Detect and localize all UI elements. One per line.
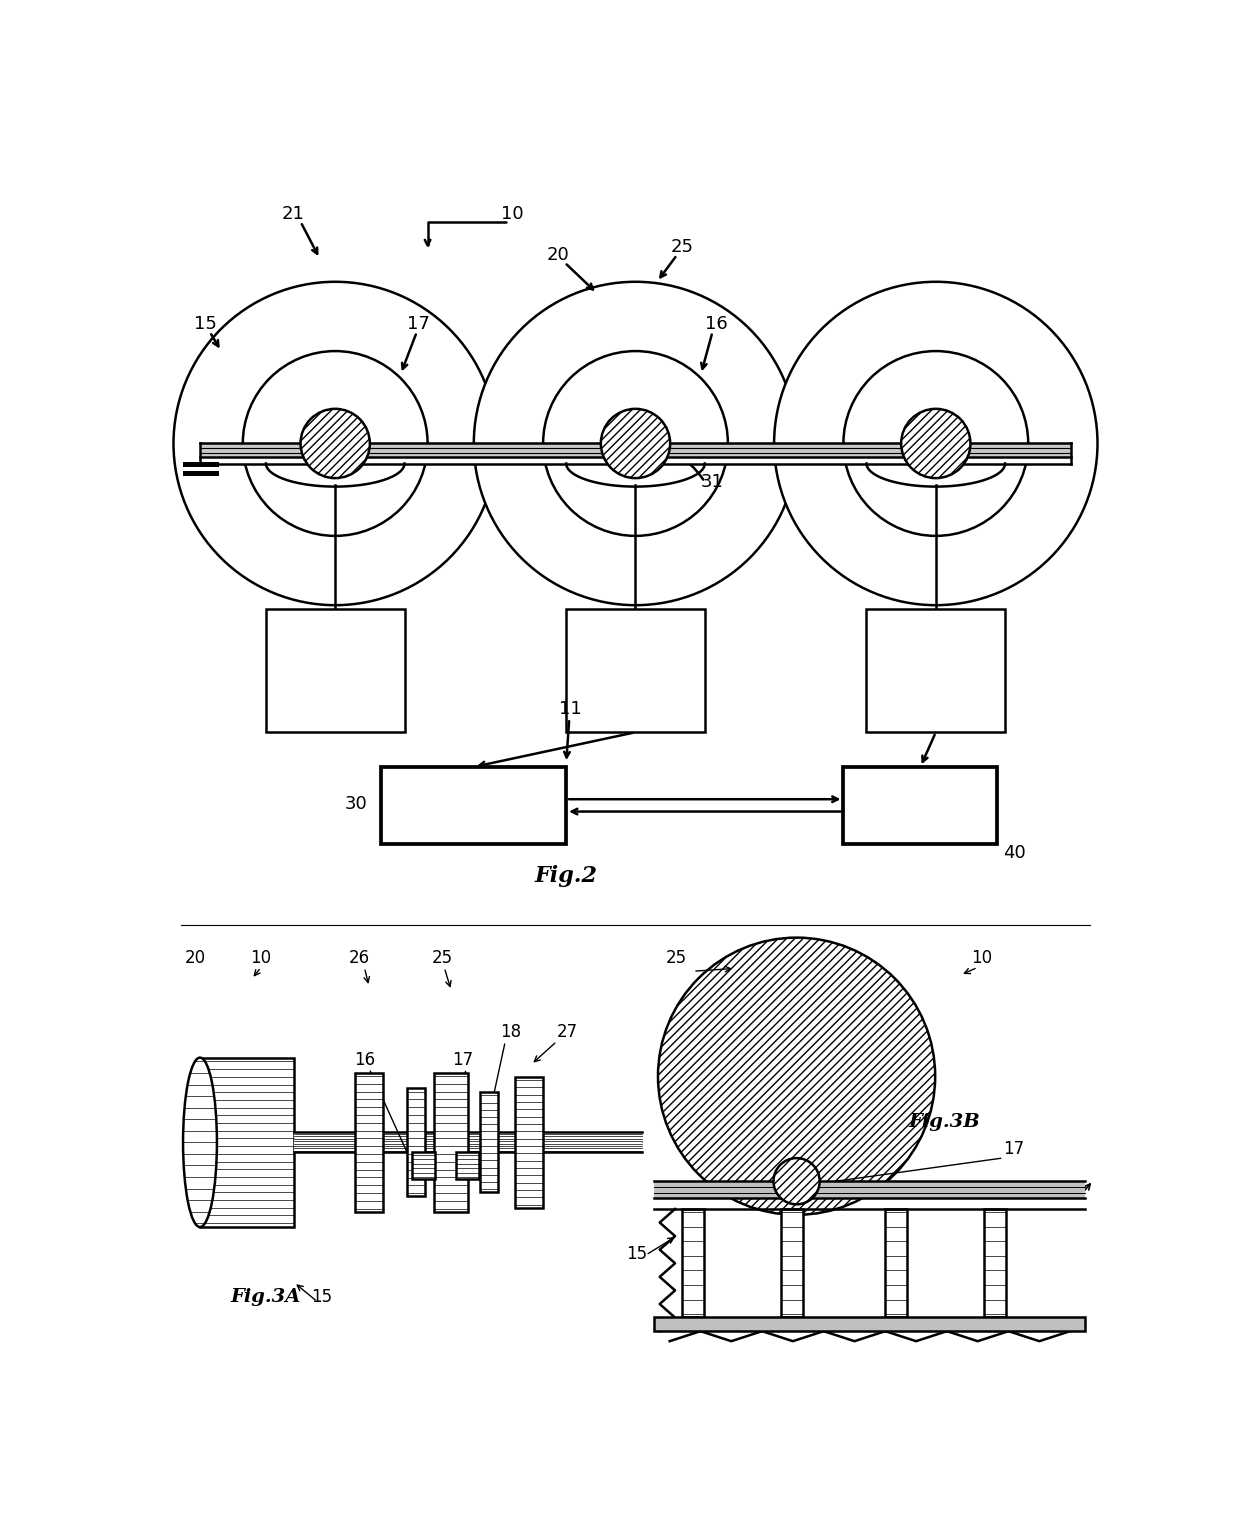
Circle shape bbox=[543, 351, 728, 536]
Text: 10: 10 bbox=[250, 949, 272, 967]
Bar bbox=[412, 1152, 435, 1179]
Bar bbox=[867, 609, 1006, 733]
Circle shape bbox=[843, 351, 1028, 536]
Text: 10: 10 bbox=[971, 949, 992, 967]
Circle shape bbox=[174, 282, 497, 606]
Bar bbox=[265, 609, 404, 733]
Circle shape bbox=[658, 937, 935, 1214]
Circle shape bbox=[601, 409, 670, 478]
Text: 16: 16 bbox=[706, 315, 728, 333]
Text: 17: 17 bbox=[407, 315, 430, 333]
Text: 15: 15 bbox=[195, 315, 217, 333]
Text: 15: 15 bbox=[311, 1288, 332, 1305]
Bar bbox=[200, 1058, 294, 1226]
Text: 27: 27 bbox=[557, 1023, 578, 1042]
Text: 31: 31 bbox=[701, 472, 724, 491]
Bar bbox=[294, 1132, 641, 1152]
Bar bbox=[456, 1152, 480, 1179]
Circle shape bbox=[243, 351, 428, 536]
Text: 40: 40 bbox=[1003, 845, 1027, 861]
Bar bbox=[682, 1210, 704, 1317]
Text: 21: 21 bbox=[281, 204, 304, 223]
Ellipse shape bbox=[184, 1058, 217, 1226]
Bar bbox=[655, 1317, 1085, 1331]
Bar bbox=[985, 1210, 1006, 1317]
Bar bbox=[885, 1210, 906, 1317]
Bar bbox=[201, 444, 1070, 457]
Text: 25: 25 bbox=[432, 949, 453, 967]
Bar bbox=[567, 609, 704, 733]
Text: 17: 17 bbox=[1003, 1140, 1024, 1158]
Bar bbox=[382, 768, 567, 843]
Text: Fig.3A: Fig.3A bbox=[231, 1288, 301, 1305]
Bar bbox=[655, 1181, 1085, 1198]
Bar bbox=[407, 1089, 425, 1196]
Bar bbox=[480, 1092, 498, 1193]
Text: 18: 18 bbox=[501, 1023, 522, 1042]
Text: 25: 25 bbox=[666, 949, 687, 967]
Text: 20: 20 bbox=[185, 949, 206, 967]
Text: 15: 15 bbox=[626, 1245, 647, 1263]
Text: 26: 26 bbox=[350, 949, 371, 967]
Text: 20: 20 bbox=[547, 245, 570, 263]
Circle shape bbox=[901, 409, 971, 478]
Text: 25: 25 bbox=[670, 238, 693, 256]
Bar bbox=[355, 1073, 383, 1211]
Text: 30: 30 bbox=[345, 795, 367, 813]
Bar bbox=[515, 1076, 543, 1208]
Bar bbox=[434, 1073, 469, 1211]
Text: Fig.3B: Fig.3B bbox=[909, 1113, 981, 1131]
Circle shape bbox=[300, 409, 370, 478]
Bar bbox=[781, 1210, 804, 1317]
Circle shape bbox=[774, 1158, 820, 1204]
Text: 10: 10 bbox=[501, 204, 523, 223]
Circle shape bbox=[774, 282, 1097, 606]
Text: Fig.2: Fig.2 bbox=[534, 866, 598, 887]
Bar bbox=[201, 457, 1070, 463]
Circle shape bbox=[474, 282, 797, 606]
Text: 17: 17 bbox=[453, 1051, 474, 1069]
Text: 16: 16 bbox=[353, 1051, 374, 1069]
Bar bbox=[843, 768, 997, 843]
Text: 11: 11 bbox=[559, 699, 582, 718]
